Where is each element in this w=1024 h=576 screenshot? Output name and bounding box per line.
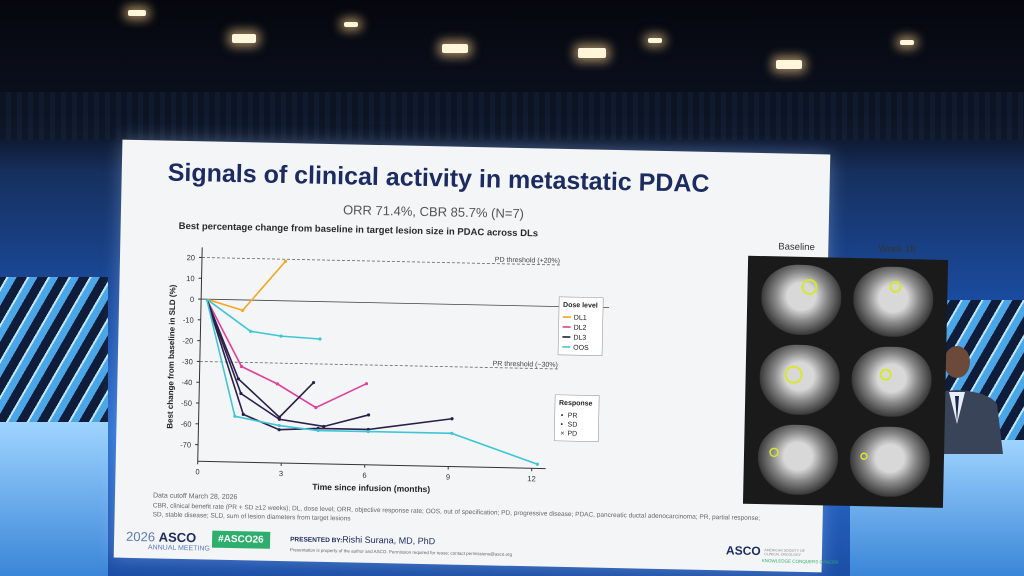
data-point-dl3 <box>366 413 371 417</box>
data-point-dl1 <box>283 259 288 263</box>
response-legend-title: Response <box>559 400 593 408</box>
y-axis <box>197 247 203 462</box>
data-point-oos <box>316 428 320 433</box>
stage-curtain <box>0 92 1024 140</box>
asco-logo-sub: AMERICAN SOCIETY OF CLINICAL ONCOLOGY <box>764 547 805 557</box>
spider-plot: 20 10 0 -10 -20 -30 -40 -50 -60 -70 0 3 6 9 12 Time sin… <box>165 247 610 494</box>
presented-by-label: PRESENTED BY: <box>290 536 343 545</box>
data-point-dl2 <box>275 382 279 386</box>
data-point-oos <box>248 329 253 333</box>
data-point-dl2 <box>239 364 244 369</box>
series-line-dl1 <box>206 260 287 312</box>
threshold-label: PD threshold (+20%) <box>495 257 560 265</box>
series-line-dl3 <box>205 298 315 419</box>
stage-light <box>776 60 802 69</box>
data-point-oos <box>318 337 322 341</box>
stage-light <box>344 22 358 27</box>
data-point-oos <box>279 334 283 338</box>
series-line-dl3 <box>205 298 453 431</box>
response-label-sd: SD <box>568 422 578 429</box>
presenter-name: Rishi Surana, MD, PhD <box>342 534 436 547</box>
lesion-markers <box>769 279 902 460</box>
data-point-oos <box>535 462 539 466</box>
y-tick-label: 20 <box>187 253 196 262</box>
asco-logo-text: ASCO <box>725 543 761 559</box>
response-marker: • <box>561 412 564 419</box>
stage-light <box>900 40 914 45</box>
meeting-logo: 2026 ASCO ANNUAL MEETING <box>126 529 210 553</box>
response-label-pd: PD <box>567 431 577 438</box>
week18-label: Week 18 <box>878 243 916 256</box>
meeting-year: 2026 <box>125 528 156 545</box>
data-point-dl3 <box>239 391 243 396</box>
series-line-oos <box>206 298 321 340</box>
y-tick-label: 0 <box>190 295 194 304</box>
data-point-oos <box>450 431 454 435</box>
x-tick-label: 0 <box>195 467 199 476</box>
x-tick-label: 12 <box>527 474 536 483</box>
y-tick-label: -70 <box>180 440 191 449</box>
x-axis-label: Time since infusion (months) <box>312 482 430 494</box>
x-tick-label: 6 <box>362 471 366 480</box>
y-tick-label: -20 <box>182 336 193 345</box>
dose-legend-box <box>557 296 604 357</box>
data-point-dl3 <box>277 417 281 421</box>
legend-label-dl3: DL3 <box>573 335 586 342</box>
threshold-label: PR threshold (−30%) <box>493 361 558 369</box>
legend-label-dl2: DL2 <box>574 325 587 332</box>
data-point-dl1 <box>241 308 245 312</box>
data-point-dl3 <box>277 428 281 432</box>
y-tick-label: -30 <box>182 357 193 366</box>
series-line-oos <box>205 299 538 465</box>
stage-light <box>578 48 606 58</box>
podium <box>0 422 108 576</box>
presentation-slide: Signals of clinical activity in metastat… <box>113 139 949 573</box>
response-legend-box <box>553 394 600 442</box>
data-point-oos <box>366 429 370 434</box>
data-point-oos <box>233 414 237 418</box>
led-panel-left <box>0 277 108 425</box>
data-point-dl3 <box>236 377 241 381</box>
data-point-dl2 <box>364 382 369 386</box>
response-marker: × <box>560 430 564 437</box>
stage-light <box>232 34 256 43</box>
data-point-dl3 <box>241 412 245 416</box>
zero-line <box>201 298 610 309</box>
y-tick-label: 10 <box>186 274 195 283</box>
x-axis <box>197 460 546 470</box>
x-tick-label: 9 <box>446 472 450 481</box>
data-point-dl3 <box>450 417 454 421</box>
asco-logo: ASCO AMERICAN SOCIETY OF CLINICAL ONCOLO… <box>726 542 839 564</box>
y-tick-label: -60 <box>181 419 192 428</box>
stage-light <box>128 10 146 16</box>
legend-label-oos: OOS <box>573 345 589 352</box>
meeting-sub: ANNUAL MEETING <box>147 544 210 553</box>
baseline-label: Baseline <box>778 241 815 254</box>
y-axis-label: Best change from baseline in SLD (%) <box>165 284 177 429</box>
data-point-dl3 <box>311 380 316 385</box>
hashtag-badge: #ASCO26 <box>211 530 270 549</box>
meeting-name: ASCO <box>158 529 197 546</box>
data-point-oos <box>277 423 281 428</box>
ct-scan-panel: Baseline Week 18 <box>742 241 949 508</box>
stage-light <box>648 38 662 43</box>
y-tick-label: -50 <box>181 399 192 408</box>
x-tick-label: 3 <box>279 469 283 478</box>
response-marker: • <box>561 421 564 428</box>
response-label-pr: PR <box>568 413 578 420</box>
y-tick-label: -10 <box>183 315 194 324</box>
dose-legend-title: Dose level <box>563 302 598 310</box>
stage-light <box>442 44 468 53</box>
y-tick-label: -40 <box>181 378 192 387</box>
data-point-dl3 <box>322 424 326 429</box>
data-point-dl2 <box>314 405 318 410</box>
legend-label-dl1: DL1 <box>574 315 587 322</box>
